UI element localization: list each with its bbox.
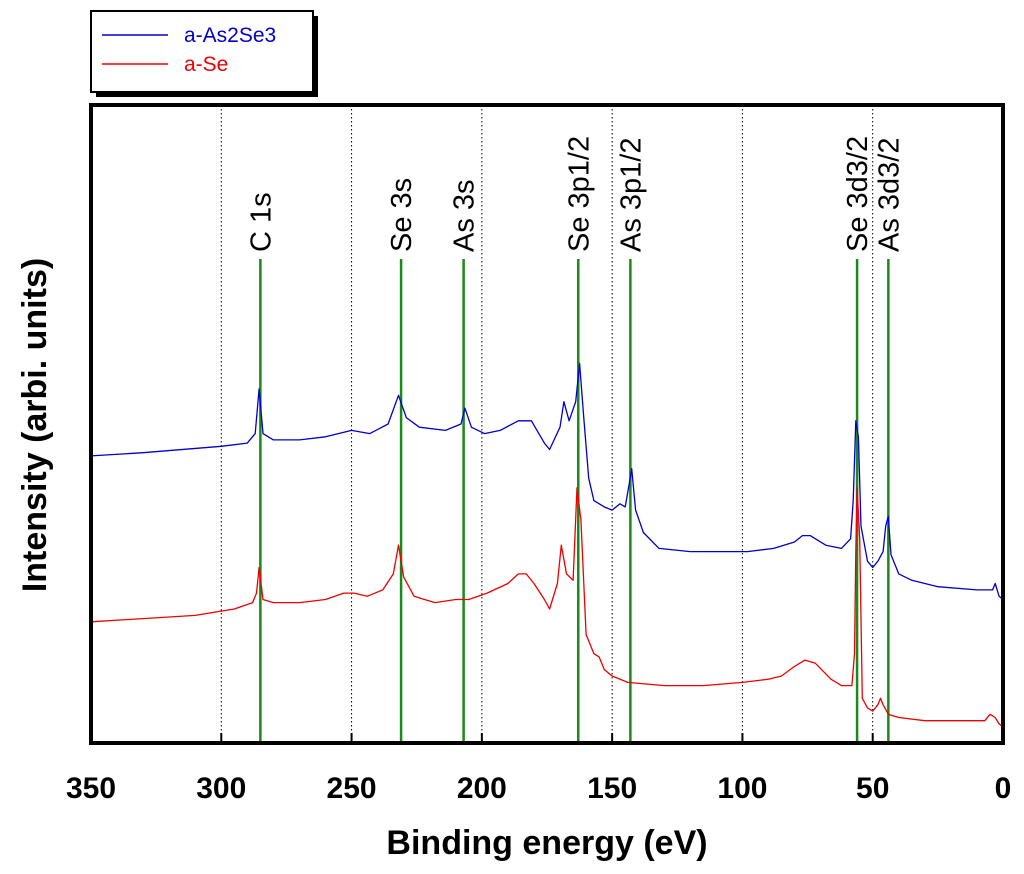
legend-label-a-Se: a-Se: [184, 53, 228, 76]
x-axis-title: Binding energy (eV): [386, 824, 707, 862]
vertical-gridlines: [220, 105, 874, 743]
x-axis-ticks: 350 300 250 200 150 100 50 0: [66, 733, 1011, 805]
x-tick-label-200: 200: [457, 772, 507, 805]
series-line-a-Se: [90, 487, 1004, 728]
x-tick-label-100: 100: [717, 772, 767, 805]
legend-box: [90, 10, 314, 93]
peak-label-6: As 3d3/2: [873, 138, 905, 252]
legend-label-a-As2Se3: a-As2Se3: [184, 24, 276, 47]
peak-label-3: Se 3p1/2: [563, 136, 595, 252]
x-tick-label-300: 300: [196, 772, 246, 805]
y-axis-title: Intensity (arbi. units): [16, 258, 54, 592]
x-tick-label-350: 350: [66, 772, 116, 805]
spectrum-series: [90, 362, 1004, 728]
peak-marker-lines: [259, 259, 890, 743]
x-tick-label-0: 0: [995, 772, 1012, 805]
peak-label-0: C 1s: [245, 192, 277, 252]
plot-frame: [89, 103, 1005, 745]
x-tick-label-50: 50: [856, 772, 889, 805]
peak-labels: C 1s Se 3s As 3s Se 3p1/2 As 3p1/2 Se 3d3/2 As…: [245, 136, 905, 252]
series-line-a-As2Se3: [90, 362, 1004, 601]
peak-label-4: As 3p1/2: [615, 138, 647, 252]
peak-label-1: Se 3s: [386, 178, 418, 252]
peak-label-5: Se 3d3/2: [842, 136, 874, 252]
peak-label-2: As 3s: [449, 179, 481, 252]
x-tick-label-150: 150: [587, 772, 637, 805]
legend: a-As2Se3 a-Se: [90, 10, 318, 97]
x-tick-label-250: 250: [327, 772, 377, 805]
